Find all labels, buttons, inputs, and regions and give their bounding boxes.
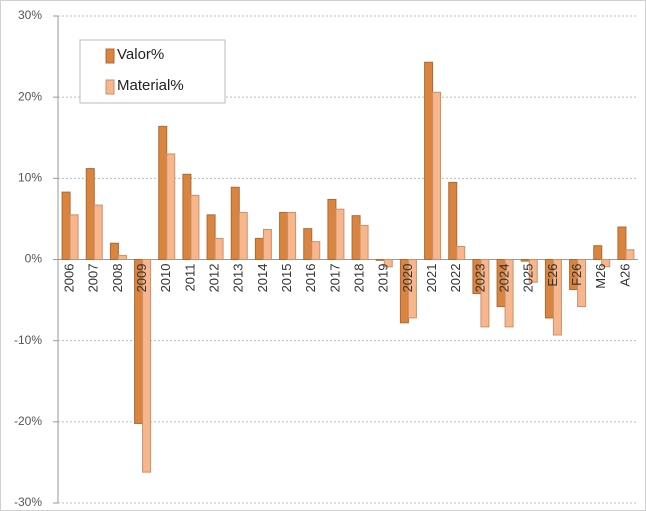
bar [69,214,79,261]
bar [327,198,337,260]
x-tick-label: 2007 [86,264,101,293]
bar [448,181,458,260]
bar [577,259,587,308]
x-tick-label: 2015 [279,264,294,293]
bar [279,211,289,261]
bar [552,259,562,336]
bar [303,228,313,260]
bar [117,254,127,260]
bar [190,194,200,260]
x-tick-label: 2025 [521,264,536,293]
x-tick-label: 2014 [255,264,270,293]
x-tick-label: 2013 [231,264,246,293]
x-tick-label: F26 [569,264,584,286]
bar [109,242,119,260]
bar [351,215,361,260]
x-tick-label: 2022 [448,264,463,293]
x-tick-label: 2020 [400,264,415,293]
bar [432,91,442,261]
y-tick-label: 20% [18,89,42,103]
bar [528,259,538,283]
y-tick-label: 30% [18,8,42,22]
bar [214,237,224,260]
x-tick-label: E26 [545,264,560,287]
bar [456,246,466,261]
bar [375,259,385,261]
bar [424,61,434,260]
bar [262,228,272,261]
legend-label: Material% [117,77,184,94]
y-tick-label: 10% [18,171,42,185]
bar [230,186,240,261]
bar [85,168,95,261]
legend-swatch [105,48,115,64]
x-tick-label: A26 [617,264,632,287]
bar [359,224,369,261]
bar [287,211,297,261]
x-tick-label: 2023 [472,264,487,293]
bar [504,259,514,328]
bar [480,259,490,328]
bar [142,259,152,473]
y-tick-label: -20% [14,414,42,428]
bar [520,259,530,262]
y-tick-label: -30% [14,495,42,509]
bar [311,241,321,260]
x-tick-label: 2019 [376,264,391,293]
x-tick-label: M26 [593,264,608,289]
bar [182,173,192,260]
x-tick-label: 2021 [424,264,439,293]
bar [158,125,168,260]
bar [593,245,603,260]
bar [93,204,103,260]
x-tick-label: 2008 [110,264,125,293]
x-tick-label: 2010 [158,264,173,293]
x-tick-label: 2006 [62,264,77,293]
bar [625,249,635,260]
bar [335,208,345,260]
bar [166,153,176,261]
x-tick-label: 2024 [497,264,512,293]
bar [407,259,417,319]
bar [617,226,627,261]
bar [61,191,71,260]
x-tick-label: 2016 [303,264,318,293]
y-tick-label: -10% [14,333,42,347]
legend-box [79,39,226,104]
bar [601,259,611,268]
bar [238,211,248,261]
legend-label: Valor% [117,46,164,63]
legend-swatch [105,79,115,95]
x-tick-label: 2012 [207,264,222,293]
bar [206,214,216,261]
x-tick-label: 2017 [327,264,342,293]
bar [254,237,264,260]
bar [383,259,393,268]
x-tick-label: 2018 [352,264,367,293]
x-tick-label: 2011 [182,264,197,292]
x-tick-label: 2009 [134,264,149,293]
y-tick-label: 0% [25,252,43,266]
